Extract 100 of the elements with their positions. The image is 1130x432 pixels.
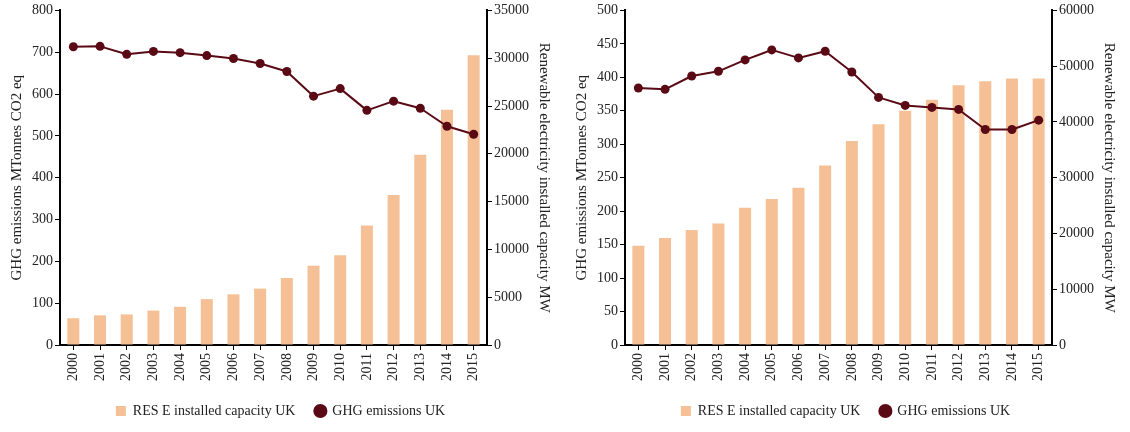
point bbox=[927, 102, 937, 112]
y2-tick-label: 25000 bbox=[494, 97, 529, 113]
y2-tick-label: 20000 bbox=[1059, 225, 1094, 241]
x-tick-label: 2002 bbox=[118, 353, 134, 381]
y-tick-label: 200 bbox=[32, 253, 53, 269]
point bbox=[713, 66, 723, 76]
point bbox=[740, 55, 750, 65]
y-tick-label: 400 bbox=[32, 169, 53, 185]
x-tick-label: 2014 bbox=[1003, 353, 1019, 381]
y2-tick-label: 30000 bbox=[494, 49, 529, 65]
y2-tick-label: 50000 bbox=[1059, 57, 1094, 73]
x-tick-label: 2002 bbox=[683, 353, 699, 381]
y2-tick-label: 60000 bbox=[1059, 2, 1094, 18]
bar bbox=[739, 207, 752, 345]
x-tick-label: 2008 bbox=[278, 353, 294, 381]
bar bbox=[792, 187, 805, 345]
point bbox=[122, 49, 132, 59]
bar bbox=[360, 225, 373, 345]
bar bbox=[979, 81, 992, 345]
bar bbox=[467, 55, 480, 345]
y2-tick-label: 15000 bbox=[494, 193, 529, 209]
x-tick-label: 2010 bbox=[331, 353, 347, 381]
x-tick-label: 2009 bbox=[870, 353, 886, 381]
point bbox=[335, 84, 345, 94]
x-tick-label: 2012 bbox=[385, 353, 401, 381]
bar bbox=[307, 265, 320, 345]
bar bbox=[899, 110, 912, 345]
bar bbox=[952, 85, 965, 345]
x-tick-label: 2008 bbox=[843, 353, 859, 381]
bar bbox=[845, 140, 858, 345]
point bbox=[148, 46, 158, 56]
y-tick-label: 50 bbox=[604, 303, 618, 319]
point bbox=[68, 42, 78, 52]
y2-tick-label: 5000 bbox=[494, 288, 522, 304]
x-tick-label: 2000 bbox=[65, 353, 81, 381]
bar bbox=[334, 255, 347, 345]
y-tick-label: 0 bbox=[46, 336, 53, 352]
x-tick-label: 2012 bbox=[950, 353, 966, 381]
y-tick-label: 450 bbox=[597, 35, 618, 51]
y-tick-label: 500 bbox=[597, 2, 618, 18]
x-tick-label: 2003 bbox=[145, 353, 161, 381]
bar bbox=[67, 318, 80, 345]
bar bbox=[925, 99, 938, 345]
point bbox=[1034, 115, 1044, 125]
point bbox=[1007, 125, 1017, 135]
point bbox=[660, 84, 670, 94]
bar bbox=[200, 299, 213, 345]
x-tick-label: 2013 bbox=[976, 353, 992, 381]
bar bbox=[147, 310, 160, 345]
point bbox=[175, 48, 185, 58]
point bbox=[874, 92, 884, 102]
legend-label: RES E installed capacity UK bbox=[697, 402, 861, 418]
point bbox=[820, 46, 830, 56]
y2-tick-label: 40000 bbox=[1059, 113, 1094, 129]
bar bbox=[659, 237, 672, 345]
point bbox=[362, 105, 372, 115]
bar bbox=[387, 194, 400, 345]
y-tick-label: 400 bbox=[597, 68, 618, 84]
y-tick-label: 200 bbox=[597, 202, 618, 218]
x-tick-label: 2005 bbox=[198, 353, 214, 381]
point bbox=[633, 83, 643, 93]
bar bbox=[120, 314, 133, 345]
y2-tick-label: 10000 bbox=[1059, 280, 1094, 296]
y2-tick-label: 30000 bbox=[1059, 169, 1094, 185]
x-tick-label: 2003 bbox=[710, 353, 726, 381]
bar bbox=[414, 154, 427, 345]
bar bbox=[685, 230, 698, 345]
point bbox=[900, 100, 910, 110]
y-tick-label: 250 bbox=[597, 169, 618, 185]
bar bbox=[712, 223, 725, 345]
point bbox=[954, 104, 964, 114]
x-tick-label: 2007 bbox=[251, 353, 267, 381]
y2-tick-label: 35000 bbox=[494, 2, 529, 18]
point bbox=[228, 54, 238, 63]
x-tick-label: 2009 bbox=[305, 353, 321, 381]
bar bbox=[227, 294, 240, 345]
point bbox=[469, 129, 479, 139]
bar bbox=[174, 306, 187, 345]
y-axis-title: GHG emissions MTonnes CO2 eq bbox=[7, 74, 24, 281]
point bbox=[767, 45, 777, 55]
x-tick-label: 2001 bbox=[91, 353, 107, 381]
point bbox=[980, 125, 990, 135]
x-tick-label: 2004 bbox=[736, 353, 752, 381]
point bbox=[847, 67, 857, 77]
bar bbox=[819, 165, 832, 345]
y-tick-label: 0 bbox=[611, 336, 618, 352]
x-tick-label: 2013 bbox=[411, 353, 427, 381]
bar bbox=[765, 198, 778, 345]
y-tick-label: 300 bbox=[597, 135, 618, 151]
x-tick-label: 2010 bbox=[896, 353, 912, 381]
x-tick-label: 2014 bbox=[438, 353, 454, 381]
y2-axis-title: Renewable electricity installed capacity MW bbox=[537, 42, 554, 314]
y-tick-label: 600 bbox=[32, 85, 53, 101]
y-tick-label: 700 bbox=[32, 43, 53, 59]
y2-tick-label: 0 bbox=[1059, 336, 1066, 352]
point bbox=[687, 71, 697, 81]
y-tick-label: 500 bbox=[32, 127, 53, 143]
point bbox=[415, 103, 425, 113]
x-tick-label: 2005 bbox=[763, 353, 779, 381]
bar bbox=[1032, 78, 1045, 345]
